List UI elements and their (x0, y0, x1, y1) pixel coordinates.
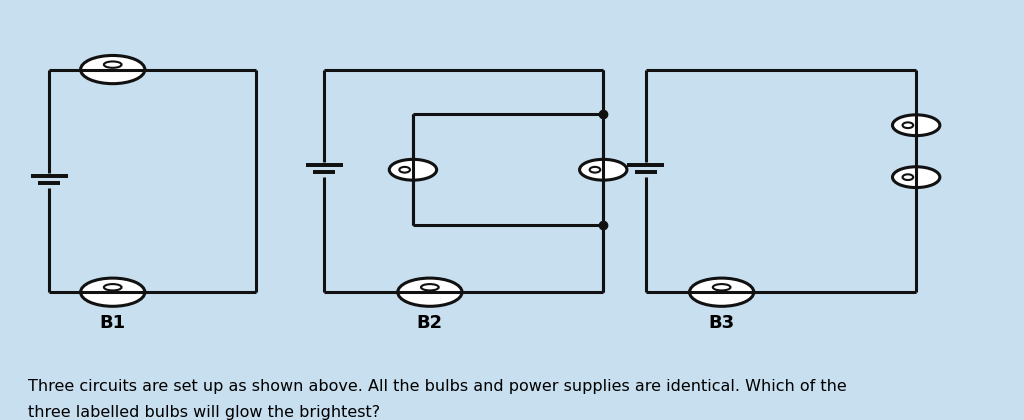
Text: Three circuits are set up as shown above. All the bulbs and power supplies are i: Three circuits are set up as shown above… (28, 379, 847, 394)
Circle shape (81, 55, 144, 84)
Text: B1: B1 (99, 315, 126, 333)
Text: B3: B3 (709, 315, 734, 333)
Circle shape (580, 159, 627, 180)
Circle shape (689, 278, 754, 306)
Text: three labelled bulbs will glow the brightest?: three labelled bulbs will glow the brigh… (28, 405, 380, 420)
Circle shape (397, 278, 462, 306)
Text: B2: B2 (417, 315, 443, 333)
Circle shape (389, 159, 436, 180)
Circle shape (893, 115, 940, 136)
Circle shape (893, 167, 940, 188)
Circle shape (81, 278, 144, 306)
